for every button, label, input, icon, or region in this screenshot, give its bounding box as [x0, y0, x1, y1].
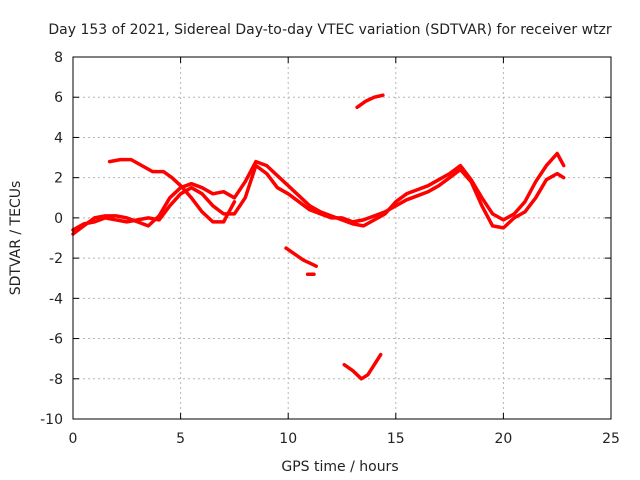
y-tick-label: 4: [54, 130, 63, 146]
series-segment-d: [355, 93, 385, 110]
y-tick-label: 2: [54, 171, 63, 187]
y-tick-label: -10: [40, 412, 63, 428]
x-tick-label: 0: [69, 431, 78, 447]
chart-title: Day 153 of 2021, Sidereal Day-to-day VTE…: [48, 22, 612, 38]
x-tick-label: 25: [602, 431, 620, 447]
y-axis-label: SDTVAR / TECUs: [8, 181, 24, 296]
x-tick-label: 10: [279, 431, 297, 447]
y-tick-label: -6: [49, 332, 63, 348]
y-tick-label: 8: [54, 50, 63, 66]
x-tick-label: 5: [176, 431, 185, 447]
series-trace-b: [71, 151, 566, 236]
plot-frame: [72, 56, 612, 420]
grid: [73, 57, 611, 419]
ticks: [72, 56, 612, 420]
y-tick-label: -2: [49, 251, 63, 267]
x-axis-label: GPS time / hours: [281, 459, 398, 475]
series-trace-c: [107, 157, 237, 224]
series-trace-a: [71, 163, 566, 232]
x-tick-label: 15: [387, 431, 405, 447]
y-tick-label: -8: [49, 372, 63, 388]
x-tick-label: 20: [494, 431, 512, 447]
series-segment-g: [342, 352, 383, 381]
y-tick-label: 6: [54, 90, 63, 106]
series-segment-e: [284, 246, 318, 268]
y-tick-label: 0: [54, 211, 63, 227]
series-layer: [71, 93, 566, 381]
y-tick-label: -4: [49, 291, 63, 307]
